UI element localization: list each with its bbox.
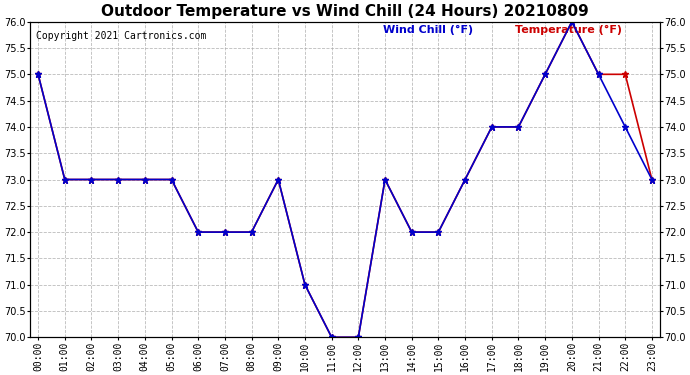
Text: Copyright 2021 Cartronics.com: Copyright 2021 Cartronics.com (37, 31, 207, 41)
Text: Wind Chill (°F): Wind Chill (°F) (383, 25, 473, 35)
Text: Temperature (°F): Temperature (°F) (515, 25, 622, 35)
Title: Outdoor Temperature vs Wind Chill (24 Hours) 20210809: Outdoor Temperature vs Wind Chill (24 Ho… (101, 4, 589, 19)
